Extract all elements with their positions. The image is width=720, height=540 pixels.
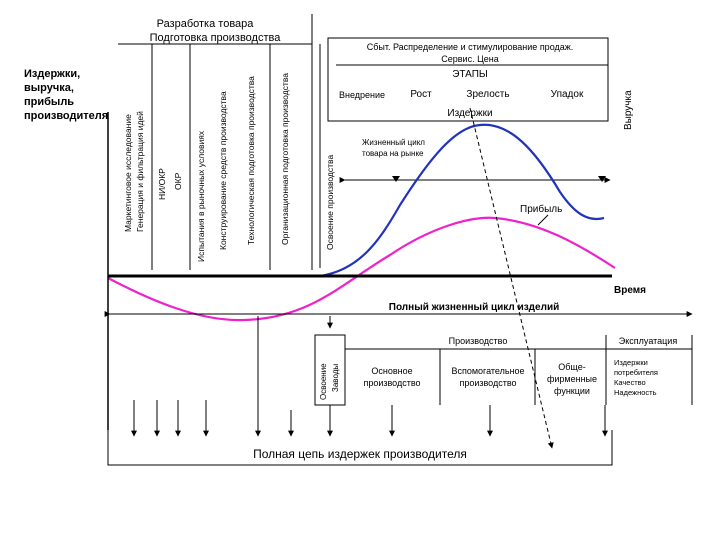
svg-text:Освоение: Освоение bbox=[319, 363, 328, 400]
right-axis-label: Выручка bbox=[623, 90, 634, 130]
stage-label: Конструирование средств производства bbox=[218, 91, 228, 250]
aux-production-label: Вспомогательное производство bbox=[451, 366, 524, 388]
svg-text:потребителя: потребителя bbox=[614, 368, 658, 377]
stage-labels: Маркетинговое исследование Генерация и ф… bbox=[123, 73, 335, 262]
company-functions-label: Обще- фирменные функции bbox=[547, 362, 597, 396]
revenue-curve bbox=[319, 123, 605, 278]
stage-label: ОКР bbox=[173, 172, 183, 190]
phase-decline: Упадок bbox=[551, 89, 584, 100]
profit-label: Прибыль bbox=[520, 203, 562, 215]
svg-text:Издержки,: Издержки, bbox=[24, 68, 80, 80]
header-title: Разработка товара bbox=[157, 18, 255, 30]
stage-dividers bbox=[151, 14, 321, 270]
svg-text:Качество: Качество bbox=[614, 378, 646, 387]
consumer-costs-label: Издержки потребителя Качество Надежность bbox=[614, 358, 658, 397]
phase-growth: Рост bbox=[410, 89, 432, 100]
stage-label: Технологическая подготовка производства bbox=[246, 76, 256, 245]
production-label: Производство bbox=[449, 336, 508, 346]
main-production-label: Основное производство bbox=[363, 366, 420, 388]
header-subtitle: Подготовка производства bbox=[150, 32, 282, 44]
time-label: Время bbox=[614, 285, 646, 296]
stage-label: НИ/ОКР bbox=[157, 168, 167, 200]
svg-text:Основное: Основное bbox=[371, 366, 412, 376]
phase-intro: Внедрение bbox=[339, 90, 385, 100]
stage-label: Организационная подготовка производства bbox=[280, 73, 290, 245]
svg-text:Надежность: Надежность bbox=[614, 388, 657, 397]
market-cycle-label: товара на рынке bbox=[362, 149, 424, 158]
svg-text:Заводы: Заводы bbox=[331, 364, 340, 392]
sales-line1: Сбыт. Распределение и стимулирование про… bbox=[367, 42, 574, 52]
left-axis-label: Издержки, выручка, прибыль производителя bbox=[24, 68, 108, 122]
stages-title: ЭТАПЫ bbox=[452, 69, 488, 80]
phase-maturity: Зрелость bbox=[466, 89, 509, 100]
costs-label: Издержки bbox=[447, 108, 492, 119]
svg-text:прибыль: прибыль bbox=[24, 96, 74, 108]
market-cycle-label: Жизненный цикл bbox=[362, 138, 425, 147]
sales-box bbox=[327, 37, 609, 122]
svg-text:производство: производство bbox=[459, 378, 516, 388]
svg-text:Вспомогательное: Вспомогательное bbox=[451, 366, 524, 376]
stage-label: Освоение производства bbox=[325, 155, 335, 250]
svg-text:выручка,: выручка, bbox=[24, 82, 74, 94]
svg-text:производство: производство bbox=[363, 378, 420, 388]
svg-text:Обще-: Обще- bbox=[558, 362, 585, 372]
sales-line2: Сервис. Цена bbox=[441, 54, 498, 64]
stage-label: Генерация и фильтрация идей bbox=[135, 111, 145, 232]
exploitation-label: Эксплуатация bbox=[619, 336, 678, 346]
full-cycle-label: Полный жизненный цикл изделий bbox=[389, 302, 560, 313]
stage-label: Испытания в рыночных условиях bbox=[196, 130, 206, 262]
stage-label: Маркетинговое исследование bbox=[123, 114, 133, 232]
footer-bracket bbox=[107, 430, 613, 466]
svg-text:функции: функции bbox=[554, 386, 590, 396]
svg-text:производителя: производителя bbox=[24, 110, 108, 122]
svg-text:фирменные: фирменные bbox=[547, 374, 597, 384]
costs-dashed-arrow bbox=[469, 107, 554, 449]
cost-chain-arrows bbox=[131, 316, 608, 437]
footer-label: Полная цепь издержек производителя bbox=[253, 447, 467, 461]
svg-text:Издержки: Издержки bbox=[614, 358, 648, 367]
